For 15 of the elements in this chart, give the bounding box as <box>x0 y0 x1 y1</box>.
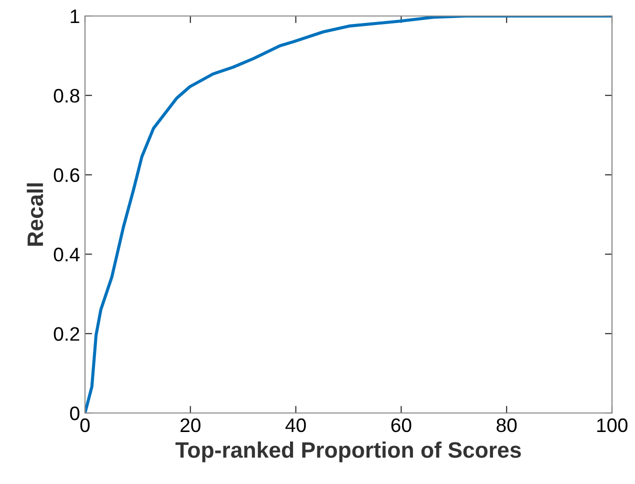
x-tick-label: 100 <box>597 418 628 432</box>
y-tick-label: 0 <box>70 406 80 420</box>
y-tick-label: 0.2 <box>54 327 80 341</box>
x-tick-label: 60 <box>391 418 412 432</box>
line-series <box>85 16 612 413</box>
y-tick-label: 0.8 <box>54 88 80 103</box>
x-tick-label: 80 <box>496 418 517 432</box>
x-tick-label: 0 <box>80 418 90 432</box>
y-axis-title: Recall <box>26 183 44 246</box>
y-tick-label: 0.4 <box>54 248 80 262</box>
x-tick-label: 40 <box>285 418 306 432</box>
x-tick-label: 20 <box>180 418 200 432</box>
y-tick-label: 1 <box>70 10 80 24</box>
x-axis-title: Top-ranked Proportion of Scores <box>175 442 521 462</box>
y-tick-label: 0.6 <box>54 168 80 182</box>
